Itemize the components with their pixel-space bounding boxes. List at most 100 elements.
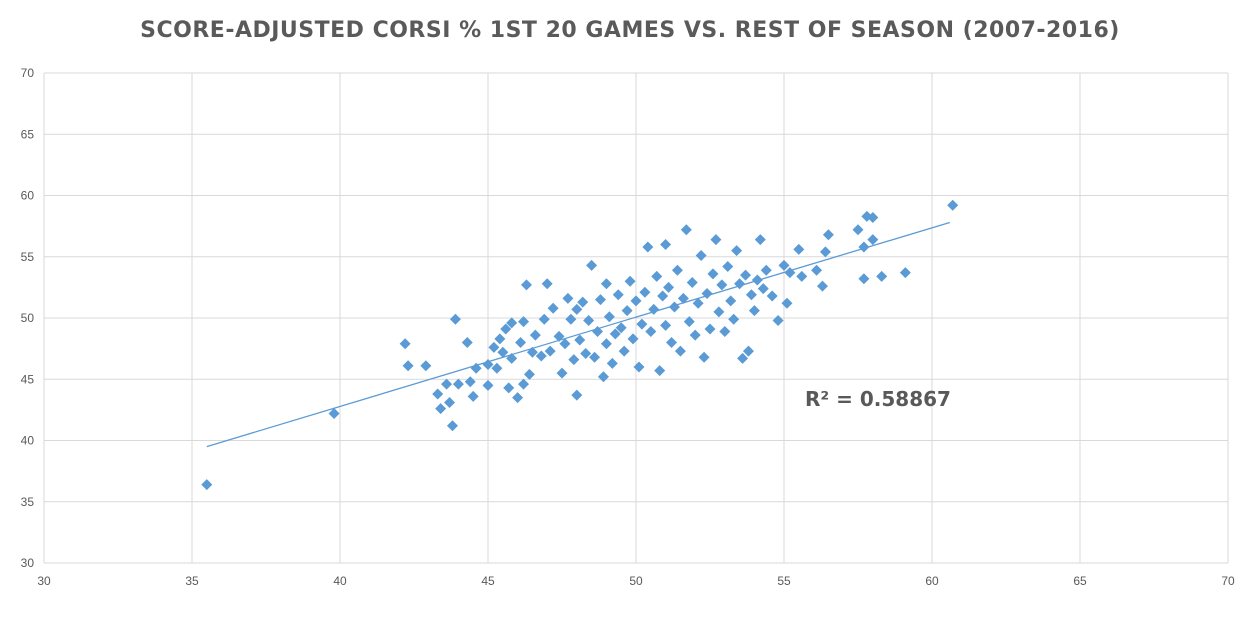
data-point <box>737 352 749 364</box>
data-point <box>520 279 532 291</box>
data-point <box>660 319 672 331</box>
data-point <box>858 273 870 285</box>
data-point <box>592 325 604 337</box>
data-point <box>621 305 633 317</box>
data-point <box>568 354 580 366</box>
data-point <box>899 267 911 279</box>
data-point <box>559 338 571 350</box>
data-point <box>742 345 754 357</box>
data-point <box>562 292 574 304</box>
data-point <box>444 397 456 409</box>
data-point <box>612 289 624 301</box>
x-tick-label: 70 <box>1221 574 1235 588</box>
data-point <box>580 348 592 360</box>
data-point <box>867 234 879 246</box>
data-point <box>713 306 725 318</box>
data-point <box>420 360 432 372</box>
data-point <box>728 313 740 325</box>
data-point <box>618 345 630 357</box>
data-point <box>663 281 675 293</box>
x-tick-label: 35 <box>185 574 199 588</box>
data-point <box>680 224 692 236</box>
data-point <box>867 212 879 224</box>
data-point <box>574 334 586 346</box>
data-point <box>603 311 615 323</box>
data-point <box>441 378 453 390</box>
data-point <box>464 376 476 388</box>
y-tick-label: 70 <box>21 66 35 80</box>
data-point <box>636 318 648 330</box>
data-point <box>399 338 411 350</box>
data-point <box>556 367 568 379</box>
data-point <box>716 279 728 291</box>
data-point <box>796 270 808 282</box>
data-point <box>565 313 577 325</box>
data-point <box>852 224 864 236</box>
data-point <box>597 371 609 383</box>
data-point <box>515 337 527 348</box>
tick-labels: 30 35 40 45 50 55 60 65 70 30 35 40 45 50 55 60 65 70 <box>21 66 1235 588</box>
chart-title: SCORE-ADJUSTED CORSI % 1ST 20 GAMES VS. … <box>140 18 1120 43</box>
data-point <box>470 362 482 374</box>
data-point <box>701 288 713 299</box>
data-point <box>816 280 828 292</box>
data-point <box>947 199 959 211</box>
y-tick-label: 35 <box>21 495 35 509</box>
y-tick-label: 65 <box>21 127 35 141</box>
data-point <box>748 305 760 317</box>
x-tick-label: 55 <box>777 574 791 588</box>
data-point <box>772 314 784 326</box>
data-point <box>467 390 479 402</box>
data-point <box>547 302 559 314</box>
data-point <box>518 378 530 390</box>
data-point <box>778 259 790 271</box>
data-point <box>725 295 737 307</box>
data-point <box>446 420 458 432</box>
data-point <box>710 234 722 246</box>
data-point <box>668 301 680 313</box>
data-point <box>793 243 805 255</box>
y-tick-label: 30 <box>21 556 35 570</box>
data-point <box>583 314 595 326</box>
data-point <box>639 286 651 298</box>
data-point <box>586 259 598 271</box>
data-point <box>523 368 535 380</box>
data-point <box>734 278 746 290</box>
data-point <box>630 295 642 307</box>
data-point <box>740 269 752 281</box>
data-point <box>497 346 509 358</box>
data-point <box>766 290 778 302</box>
data-point <box>811 264 823 276</box>
data-point <box>553 330 565 342</box>
data-point <box>722 261 734 273</box>
data-point <box>624 275 636 287</box>
data-point <box>695 250 707 262</box>
data-point <box>686 276 698 288</box>
y-tick-label: 60 <box>21 189 35 203</box>
data-point <box>760 264 772 276</box>
data-point <box>494 333 506 345</box>
x-tick-label: 30 <box>37 574 51 588</box>
data-point <box>541 278 553 290</box>
data-point <box>482 359 494 371</box>
data-point <box>642 241 654 253</box>
data-point <box>660 239 672 250</box>
data-point <box>677 292 689 304</box>
data-point <box>491 362 503 374</box>
data-point <box>719 325 731 337</box>
data-point <box>657 290 669 302</box>
data-point <box>538 313 550 325</box>
data-point <box>666 337 678 348</box>
x-tick-label: 65 <box>1073 574 1087 588</box>
data-point <box>571 389 583 401</box>
data-point <box>819 246 831 258</box>
data-point <box>751 274 763 286</box>
data-point <box>606 357 618 369</box>
data-point <box>449 313 461 325</box>
data-point <box>571 303 583 315</box>
data-point <box>692 297 704 309</box>
data-point <box>577 296 589 308</box>
y-tick-label: 55 <box>21 250 35 264</box>
